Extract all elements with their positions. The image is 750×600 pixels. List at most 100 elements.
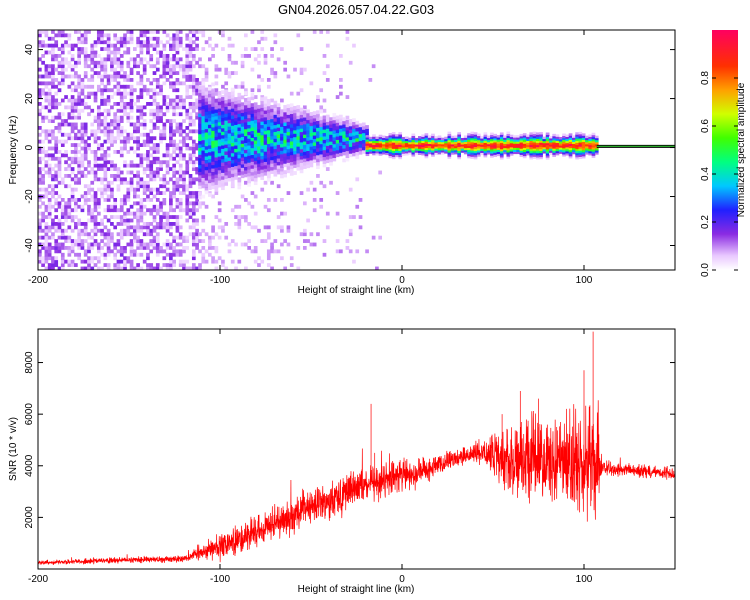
heatmap-cell: [266, 177, 271, 182]
heatmap-cell: [361, 125, 366, 130]
heatmap-cell: [345, 147, 350, 152]
heatmap-cell: [247, 114, 251, 119]
heatmap-cell: [80, 208, 85, 213]
heatmap-cell: [51, 156, 55, 161]
heatmap-cell: [348, 153, 353, 158]
heatmap-cell: [54, 170, 59, 175]
heatmap-cell: [404, 153, 409, 156]
heatmap-cell: [375, 153, 380, 156]
heatmap-cell: [424, 141, 429, 144]
heatmap-cell: [289, 134, 294, 139]
heatmap-cell: [253, 177, 258, 182]
heatmap-cell: [93, 225, 98, 230]
heatmap-cell: [103, 170, 108, 175]
heatmap-cell: [139, 122, 144, 127]
heatmap-cell: [454, 143, 458, 147]
heatmap-cell: [142, 211, 147, 216]
heatmap-cell: [345, 246, 350, 250]
heatmap-cell: [96, 64, 101, 69]
heatmap-cell: [178, 201, 183, 206]
heatmap-cell: [299, 152, 304, 157]
heatmap-cell: [119, 40, 124, 45]
heatmap-cell: [172, 194, 176, 199]
heatmap-cell: [240, 140, 245, 144]
heatmap-cell: [116, 249, 121, 254]
heatmap-cell: [322, 149, 327, 154]
heatmap-cell: [270, 108, 274, 113]
heatmap-cell: [70, 67, 75, 72]
heatmap-cell: [240, 146, 245, 151]
heatmap-cell: [38, 74, 42, 79]
heatmap-cell: [87, 259, 91, 264]
heatmap-cell: [286, 138, 291, 143]
heatmap-cell: [152, 187, 157, 192]
heatmap-cell: [139, 105, 144, 110]
heatmap-cell: [64, 215, 68, 219]
heatmap-cell: [270, 98, 274, 103]
heatmap-cell: [217, 256, 222, 261]
heatmap-cell: [257, 159, 261, 164]
heatmap-cell: [207, 127, 212, 132]
heatmap-cell: [240, 60, 245, 65]
heatmap-cell: [247, 165, 251, 170]
heatmap-cell: [119, 215, 124, 219]
heatmap-cell: [172, 246, 176, 250]
heatmap-cell: [100, 143, 104, 147]
heatmap-cell: [90, 187, 95, 192]
heatmap-cell: [418, 152, 422, 155]
heatmap-cell: [60, 143, 65, 147]
heatmap-cell: [87, 57, 91, 62]
heatmap-cell: [106, 204, 111, 209]
heatmap-cell: [270, 170, 274, 174]
heatmap-cell: [266, 153, 271, 158]
heatmap-cell: [155, 191, 160, 195]
heatmap-cell: [450, 139, 455, 143]
heatmap-cell: [70, 64, 75, 69]
heatmap-cell: [123, 78, 127, 82]
heatmap-cell: [273, 107, 278, 112]
heatmap-cell: [201, 170, 206, 175]
heatmap-cell: [47, 81, 52, 86]
heatmap-cell: [440, 141, 445, 145]
heatmap-cell: [60, 50, 65, 55]
heatmap-cell: [257, 142, 261, 147]
heatmap-cell: [169, 177, 173, 182]
heatmap-cell: [480, 146, 484, 149]
heatmap-cell: [74, 156, 78, 161]
heatmap-cell: [51, 136, 55, 141]
heatmap-cell: [47, 163, 52, 168]
heatmap-cell: [172, 222, 176, 226]
heatmap-cell: [496, 141, 501, 144]
heatmap-cell: [96, 84, 101, 89]
heatmap-cell: [214, 119, 219, 124]
heatmap-cell: [100, 129, 104, 134]
heatmap-cell: [240, 160, 245, 165]
heatmap-cell: [133, 60, 137, 65]
heatmap-cell: [90, 132, 95, 137]
heatmap-cell: [280, 129, 284, 134]
heatmap-cell: [293, 123, 297, 127]
heatmap-cell: [371, 64, 376, 69]
heatmap-cell: [165, 146, 170, 151]
heatmap-cell: [365, 141, 370, 144]
heatmap-cell: [110, 180, 114, 185]
heatmap-cell: [41, 177, 45, 182]
heatmap-cell: [221, 182, 225, 187]
heatmap-cell: [273, 239, 278, 243]
heatmap-cell: [116, 64, 121, 69]
heatmap-cell: [322, 184, 327, 189]
heatmap-cell: [355, 155, 360, 159]
heatmap-cell: [152, 218, 157, 223]
heatmap-cell: [54, 139, 59, 144]
heatmap-cell: [80, 174, 85, 178]
heatmap-cell: [230, 152, 235, 157]
heatmap-cell: [421, 148, 425, 152]
heatmap-cell: [467, 133, 471, 136]
heatmap-cell: [201, 174, 206, 178]
heatmap-cell: [496, 147, 501, 150]
heatmap-cell: [172, 146, 176, 151]
heatmap-cell: [123, 259, 127, 264]
heatmap-cell: [368, 145, 373, 148]
heatmap-cell: [319, 130, 324, 134]
heatmap-cell: [299, 191, 304, 195]
